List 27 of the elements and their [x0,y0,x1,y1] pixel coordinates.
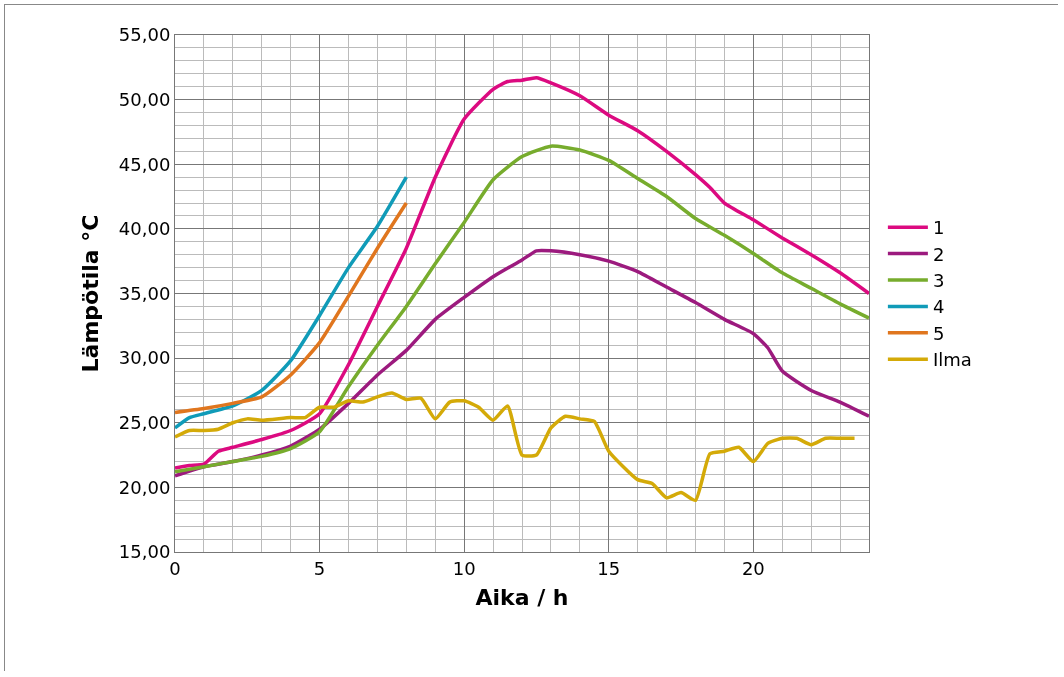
x-tick-label: 10 [452,557,476,579]
x-tick-label: 5 [313,557,326,579]
y-tick-label: 40,00 [118,218,171,240]
legend-label: 2 [932,243,945,265]
x-tick-label: 15 [597,557,621,579]
y-axis-title: Lämpötila °C [77,214,103,373]
x-tick-label: 20 [741,557,765,579]
line-series [175,391,857,503]
legend-label: 3 [932,270,945,292]
legend-label: 1 [932,217,945,239]
legend-label: 4 [932,296,945,318]
x-axis-title: Aika / h [475,585,569,611]
y-tick-label: 45,00 [118,153,171,175]
line-series [175,201,409,415]
legend-label: Ilma [932,349,972,371]
y-tick-label: 55,00 [118,24,171,46]
legend-label: 5 [932,322,945,344]
line-series [175,175,409,430]
y-tick-label: 25,00 [118,412,171,434]
y-tick-label: 20,00 [118,476,171,498]
line-series [175,144,869,474]
y-tick-label: 15,00 [118,541,171,563]
y-tick-label: 35,00 [118,282,171,304]
x-tick-label: 0 [169,557,181,579]
y-tick-label: 30,00 [118,347,171,369]
line-series [175,75,869,470]
y-tick-label: 50,00 [118,88,171,110]
